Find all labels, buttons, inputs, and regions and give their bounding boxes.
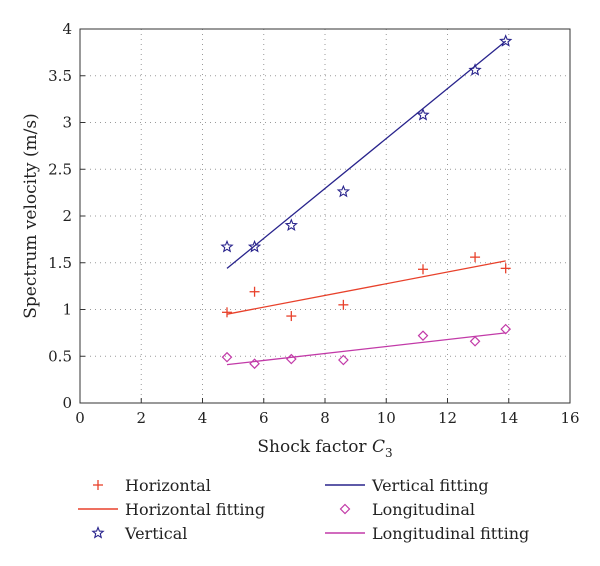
legend-item-longitudinal-fitting: Longitudinal fitting <box>325 524 529 543</box>
y-axis-label: Spectrum velocity (m/s) <box>21 113 41 319</box>
legend-label: Vertical fitting <box>371 476 489 495</box>
vertical-points <box>220 34 513 253</box>
x-tick-label: 0 <box>75 409 85 427</box>
x-tick-label: 8 <box>320 409 330 427</box>
legend: Horizontal Vertical fitting Horizontal fit… <box>78 476 529 543</box>
x-tick-label: 2 <box>136 409 146 427</box>
longitudinal-point <box>469 335 481 347</box>
horizontal-points <box>222 252 511 322</box>
x-tick-label: 10 <box>377 409 396 427</box>
x-tick-label: 16 <box>560 409 579 427</box>
legend-marker-swatch <box>339 503 351 515</box>
vertical-point <box>468 63 482 76</box>
y-tick-label: 1.5 <box>48 254 72 272</box>
longitudinal-point <box>249 358 260 370</box>
vertical-point <box>416 108 430 121</box>
vertical-point <box>247 239 262 253</box>
horizontal-point <box>286 311 297 322</box>
y-tick-label: 3.5 <box>48 67 72 85</box>
horizontal-point <box>418 264 428 275</box>
longitudinal-point <box>221 351 233 363</box>
y-tick-label: 4 <box>62 20 72 38</box>
legend-item-vertical: Vertical <box>91 524 187 543</box>
legend-item-horizontal: Horizontal <box>93 476 211 495</box>
longitudinal-point <box>417 330 429 342</box>
longitudinal-point <box>285 353 297 365</box>
y-tick-label: 0.5 <box>48 347 72 365</box>
legend-item-vertical-fitting: Vertical fitting <box>325 476 489 495</box>
longitudinal-fitting-line <box>226 332 506 366</box>
longitudinal-point <box>338 354 349 366</box>
x-axis-label: Shock factor C3 <box>257 437 392 460</box>
legend-label: Horizontal <box>125 476 211 495</box>
legend-marker-swatch <box>91 526 105 539</box>
x-tick-label: 4 <box>198 409 208 427</box>
axes <box>79 28 571 404</box>
y-tick-label: 1 <box>62 301 72 319</box>
legend-label: Vertical <box>124 524 187 543</box>
horizontal-fitting-line <box>226 260 506 315</box>
horizontal-point <box>222 307 232 318</box>
y-tick-label: 2.5 <box>48 160 72 178</box>
x-axis-label-symbol: C <box>372 437 385 457</box>
legend-label: Longitudinal <box>372 500 475 519</box>
legend-label: Longitudinal fitting <box>372 524 529 543</box>
x-tick-label: 12 <box>438 409 457 427</box>
vertical-point <box>336 184 351 198</box>
vertical-point <box>499 34 513 47</box>
longitudinal-points <box>221 323 512 370</box>
y-tick-label: 2 <box>62 207 72 225</box>
vertical-point <box>284 218 298 232</box>
horizontal-point <box>338 299 349 310</box>
horizontal-point <box>249 286 260 297</box>
tick-labels: 0 2 4 6 8 10 12 14 16 0 0.5 1 1.5 2 2.5 3 3.5 4 <box>48 20 579 427</box>
x-tick-label: 14 <box>499 409 518 427</box>
legend-label: Horizontal fitting <box>125 500 265 519</box>
vertical-fitting-line <box>226 40 507 269</box>
y-tick-label: 3 <box>62 114 72 132</box>
legend-item-horizontal-fitting: Horizontal fitting <box>78 500 265 519</box>
legend-marker-swatch <box>93 480 103 490</box>
vertical-point <box>220 239 234 253</box>
x-axis-label-text: Shock factor <box>257 437 367 457</box>
legend-item-longitudinal: Longitudinal <box>339 500 475 519</box>
x-axis-label-subscript: 3 <box>385 446 393 460</box>
horizontal-point <box>470 252 481 263</box>
horizontal-point <box>500 263 511 274</box>
grid <box>80 29 570 403</box>
x-tick-label: 6 <box>259 409 269 427</box>
y-tick-label: 0 <box>62 394 72 412</box>
longitudinal-point <box>500 323 512 335</box>
plot-series <box>220 34 513 370</box>
